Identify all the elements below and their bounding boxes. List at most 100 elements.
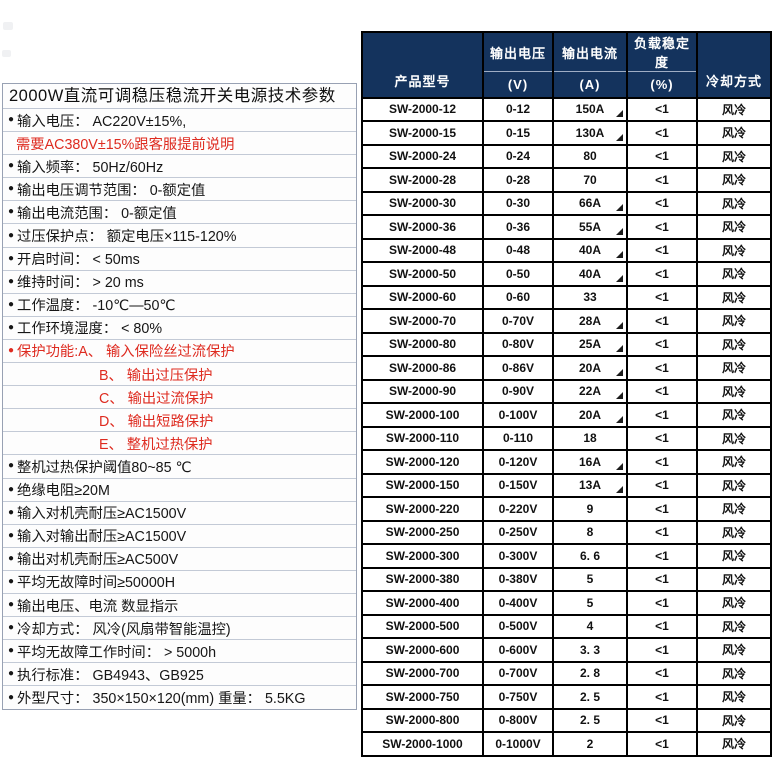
comment-marker-icon bbox=[616, 368, 623, 376]
table-header: 产品型号 输出电压 输出电流 负载稳定度 冷却方式 (V) (A) (%) bbox=[361, 31, 772, 99]
table-row: SW-2000-1000 0-1000V 2 <1 风冷 bbox=[361, 731, 772, 757]
spec-row: ● 输入电压： AC220V±15%, bbox=[3, 109, 356, 133]
cell-cooling: 风冷 bbox=[696, 590, 772, 616]
comment-marker-icon bbox=[616, 133, 623, 141]
cell-cooling: 风冷 bbox=[696, 660, 772, 686]
spec-text: 需要AC380V±15%跟客服提前说明 bbox=[16, 136, 235, 153]
bullet-icon: ● bbox=[8, 483, 15, 495]
artifact-mark bbox=[2, 50, 11, 57]
cell-cooling: 风冷 bbox=[696, 613, 772, 639]
cell-current: 40A bbox=[552, 261, 628, 287]
cell-model: SW-2000-700 bbox=[361, 660, 484, 686]
bullet-icon: ● bbox=[8, 160, 15, 172]
cell-cooling: 风冷 bbox=[696, 707, 772, 733]
spec-text: B、 输出过压保护 bbox=[99, 367, 213, 384]
spec-row: ● 绝缘电阻≥20M bbox=[3, 479, 356, 502]
cell-voltage: 0-30 bbox=[482, 190, 554, 216]
cell-model: SW-2000-24 bbox=[361, 143, 484, 169]
cell-stability: <1 bbox=[626, 449, 698, 475]
bullet-icon: ● bbox=[8, 622, 15, 634]
table-row: SW-2000-700 0-700V 2. 8 <1 风冷 bbox=[361, 660, 772, 686]
table-row: SW-2000-800 0-800V 2. 5 <1 风冷 bbox=[361, 707, 772, 733]
cell-current: 22A bbox=[552, 378, 628, 404]
cell-model: SW-2000-90 bbox=[361, 378, 484, 404]
spec-row: ● 输出电压、电流 数显指示 bbox=[3, 594, 356, 618]
cell-cooling: 风冷 bbox=[696, 355, 772, 381]
col-header-stability-unit: (%) bbox=[626, 71, 698, 99]
cell-current: 70 bbox=[552, 167, 628, 193]
cell-stability: <1 bbox=[626, 637, 698, 663]
cell-stability: <1 bbox=[626, 190, 698, 216]
cell-model: SW-2000-500 bbox=[361, 613, 484, 639]
comment-marker-icon bbox=[616, 321, 623, 329]
table-row: SW-2000-86 0-86V 20A <1 风冷 bbox=[361, 355, 772, 381]
bullet-icon: ● bbox=[8, 114, 15, 126]
cell-voltage: 0-300V bbox=[482, 543, 554, 569]
cell-voltage: 0-15 bbox=[482, 120, 554, 146]
comment-marker-icon bbox=[616, 345, 623, 352]
technical-parameters-panel: 2000W直流可调稳压稳流开关电源技术参数 ● 输入电压： AC220V±15%,… bbox=[2, 83, 357, 711]
cell-model: SW-2000-380 bbox=[361, 566, 484, 592]
spec-row: ● 维持时间： > 20 ms bbox=[3, 271, 356, 294]
cell-voltage: 0-700V bbox=[482, 660, 554, 686]
cell-cooling: 风冷 bbox=[696, 214, 772, 240]
cell-current: 28A bbox=[552, 308, 628, 334]
table-row: SW-2000-100 0-100V 20A <1 风冷 bbox=[361, 402, 772, 428]
spec-text: 开启时间： < 50ms bbox=[17, 252, 140, 269]
spec-row: D、 输出短路保护 bbox=[3, 409, 356, 433]
cell-model: SW-2000-300 bbox=[361, 543, 484, 569]
cell-voltage: 0-100V bbox=[482, 402, 554, 428]
cell-stability: <1 bbox=[626, 355, 698, 381]
cell-voltage: 0-70V bbox=[482, 308, 554, 334]
spec-text: 输出电压调节范围： 0-额定值 bbox=[17, 182, 206, 199]
cell-voltage: 0-1000V bbox=[482, 731, 554, 757]
cell-model: SW-2000-70 bbox=[361, 308, 484, 334]
cell-current: 13A bbox=[552, 472, 628, 498]
cell-voltage: 0-600V bbox=[482, 637, 554, 663]
spec-text: 平均无故障工作时间： > 5000h bbox=[17, 644, 217, 661]
cell-cooling: 风冷 bbox=[696, 190, 772, 216]
cell-model: SW-2000-50 bbox=[361, 261, 484, 287]
col-header-model: 产品型号 bbox=[361, 31, 484, 99]
cell-current: 16A bbox=[552, 449, 628, 475]
cell-current: 4 bbox=[552, 613, 628, 639]
bullet-icon: ● bbox=[8, 275, 15, 287]
cell-stability: <1 bbox=[626, 143, 698, 169]
cell-current: 130A bbox=[552, 120, 628, 146]
panel-title: 2000W直流可调稳压稳流开关电源技术参数 bbox=[3, 84, 356, 109]
bullet-icon: ● bbox=[8, 506, 15, 518]
spec-row: ● 输出对机壳耐压≥AC500V bbox=[3, 548, 356, 571]
table-row: SW-2000-500 0-500V 4 <1 风冷 bbox=[361, 613, 772, 639]
cell-model: SW-2000-28 bbox=[361, 167, 484, 193]
cell-stability: <1 bbox=[626, 425, 698, 451]
cell-model: SW-2000-400 bbox=[361, 590, 484, 616]
cell-current: 25A bbox=[552, 331, 628, 357]
cell-model: SW-2000-30 bbox=[361, 190, 484, 216]
cell-cooling: 风冷 bbox=[696, 566, 772, 592]
spec-row: ● 保护功能:A、 输入保险丝过流保护 bbox=[3, 340, 356, 364]
spec-row: ● 输入对机壳耐压≥AC1500V bbox=[3, 502, 356, 525]
bullet-icon: ● bbox=[8, 229, 15, 241]
cell-voltage: 0-90V bbox=[482, 378, 554, 404]
cell-model: SW-2000-36 bbox=[361, 214, 484, 240]
spec-text: 过压保护点： 额定电压×115-120% bbox=[17, 229, 237, 246]
cell-current: 5 bbox=[552, 590, 628, 616]
cell-current: 5 bbox=[552, 566, 628, 592]
cell-current: 2. 8 bbox=[552, 660, 628, 686]
comment-marker-icon bbox=[616, 204, 623, 211]
comment-marker-icon bbox=[616, 251, 623, 258]
table-row: SW-2000-250 0-250V 8 <1 风冷 bbox=[361, 519, 772, 545]
bullet-icon: ● bbox=[8, 529, 15, 541]
spec-text: 冷却方式： 风冷(风扇带智能温控) bbox=[17, 621, 231, 638]
spec-text: 执行标准： GB4943、GB925 bbox=[17, 667, 204, 684]
cell-model: SW-2000-120 bbox=[361, 449, 484, 475]
cell-current: 2. 5 bbox=[552, 707, 628, 733]
cell-voltage: 0-28 bbox=[482, 167, 554, 193]
spec-text: 输入频率： 50Hz/60Hz bbox=[17, 159, 164, 176]
cell-cooling: 风冷 bbox=[696, 543, 772, 569]
comment-marker-icon bbox=[616, 462, 623, 470]
col-header-cooling: 冷却方式 bbox=[696, 31, 772, 99]
spec-text: 保护功能:A、 输入保险丝过流保护 bbox=[17, 344, 235, 361]
spec-text: 输出电流范围： 0-额定值 bbox=[17, 205, 177, 222]
